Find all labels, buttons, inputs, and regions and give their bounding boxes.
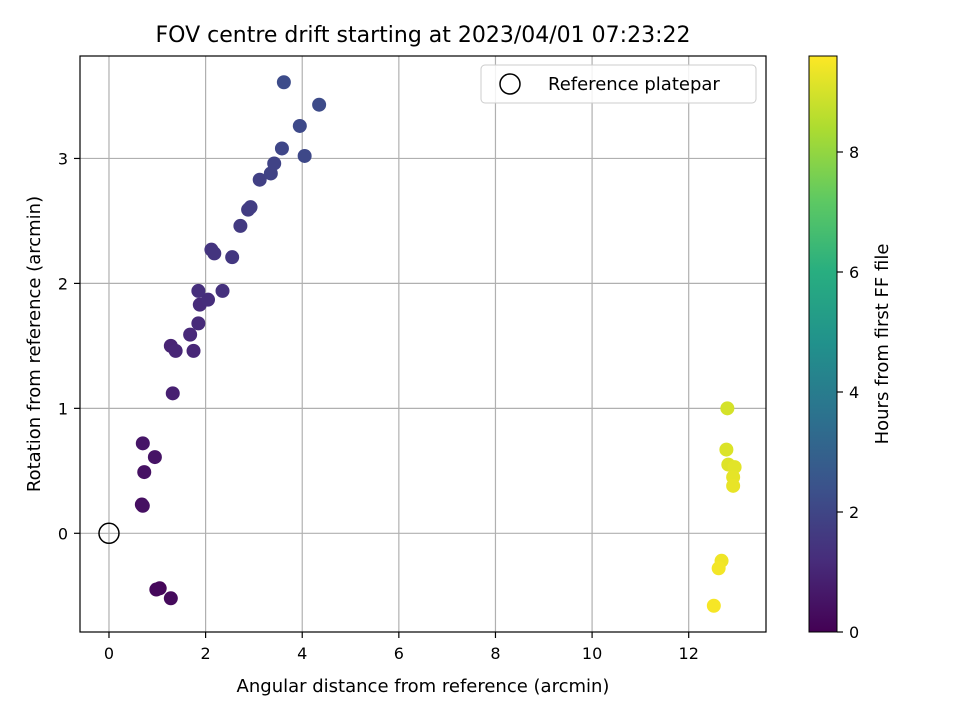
data-point xyxy=(720,401,735,416)
data-point xyxy=(168,343,183,358)
data-point xyxy=(252,172,267,187)
data-point xyxy=(207,246,222,261)
data-point xyxy=(163,591,178,606)
data-point xyxy=(706,598,721,613)
colorbar-label: Hours from first FF file xyxy=(872,244,893,445)
legend: Reference platepar xyxy=(480,64,757,104)
data-point xyxy=(191,316,206,331)
data-point xyxy=(147,450,162,465)
data-point xyxy=(312,97,327,112)
legend-entry-reference-platepar: Reference platepar xyxy=(548,74,720,95)
legend-box xyxy=(480,64,757,104)
data-point xyxy=(135,436,150,451)
data-point xyxy=(137,465,152,480)
data-point xyxy=(215,283,230,298)
y-tick-label: 1 xyxy=(58,399,68,418)
y-tick-label: 0 xyxy=(58,524,68,543)
data-point xyxy=(165,386,180,401)
data-point xyxy=(225,250,240,265)
plot-area-frame xyxy=(79,55,767,633)
y-tick-label: 3 xyxy=(58,149,68,168)
data-point xyxy=(135,498,150,513)
data-point xyxy=(183,327,198,342)
colorbar-tick-label: 2 xyxy=(849,503,859,522)
data-points xyxy=(134,75,742,613)
legend-reference-marker xyxy=(499,73,521,95)
data-point xyxy=(267,156,282,171)
x-axis-ticks: 0 2 4 6 8 10 12 xyxy=(104,632,699,663)
colorbar xyxy=(808,55,838,633)
y-axis-label: Rotation from reference (arcmin) xyxy=(24,196,45,492)
x-tick-label: 0 xyxy=(104,644,114,663)
data-point xyxy=(186,343,201,358)
chart-title: FOV centre drift starting at 2023/04/01 … xyxy=(156,23,691,48)
colorbar-tick-label: 6 xyxy=(849,263,859,282)
x-tick-label: 8 xyxy=(490,644,500,663)
reference-marker-layer xyxy=(98,522,120,545)
data-point xyxy=(243,200,258,215)
x-axis-label: Angular distance from reference (arcmin) xyxy=(237,676,610,697)
x-tick-label: 12 xyxy=(679,644,699,663)
colorbar-tick-label: 8 xyxy=(849,143,859,162)
data-point xyxy=(191,283,206,298)
x-tick-label: 4 xyxy=(297,644,307,663)
data-point xyxy=(719,442,734,457)
data-point xyxy=(711,561,726,576)
y-axis-ticks: 0 1 2 3 xyxy=(58,149,80,543)
data-point xyxy=(292,118,307,133)
x-tick-label: 6 xyxy=(394,644,404,663)
colorbar-ticks: 0 2 4 6 8 xyxy=(837,143,859,642)
colorbar-tick-label: 4 xyxy=(849,383,859,402)
data-point xyxy=(726,478,741,493)
x-tick-label: 2 xyxy=(201,644,211,663)
colorbar-tick-label: 0 xyxy=(849,623,859,642)
data-point xyxy=(233,218,248,233)
data-point xyxy=(149,582,164,597)
data-point xyxy=(297,148,312,163)
data-point xyxy=(274,141,289,156)
data-point xyxy=(276,75,291,90)
data-point xyxy=(201,292,216,307)
y-tick-label: 2 xyxy=(58,274,68,293)
grid-lines xyxy=(80,56,766,632)
x-tick-label: 10 xyxy=(582,644,602,663)
reference-platepar-marker xyxy=(98,522,120,545)
